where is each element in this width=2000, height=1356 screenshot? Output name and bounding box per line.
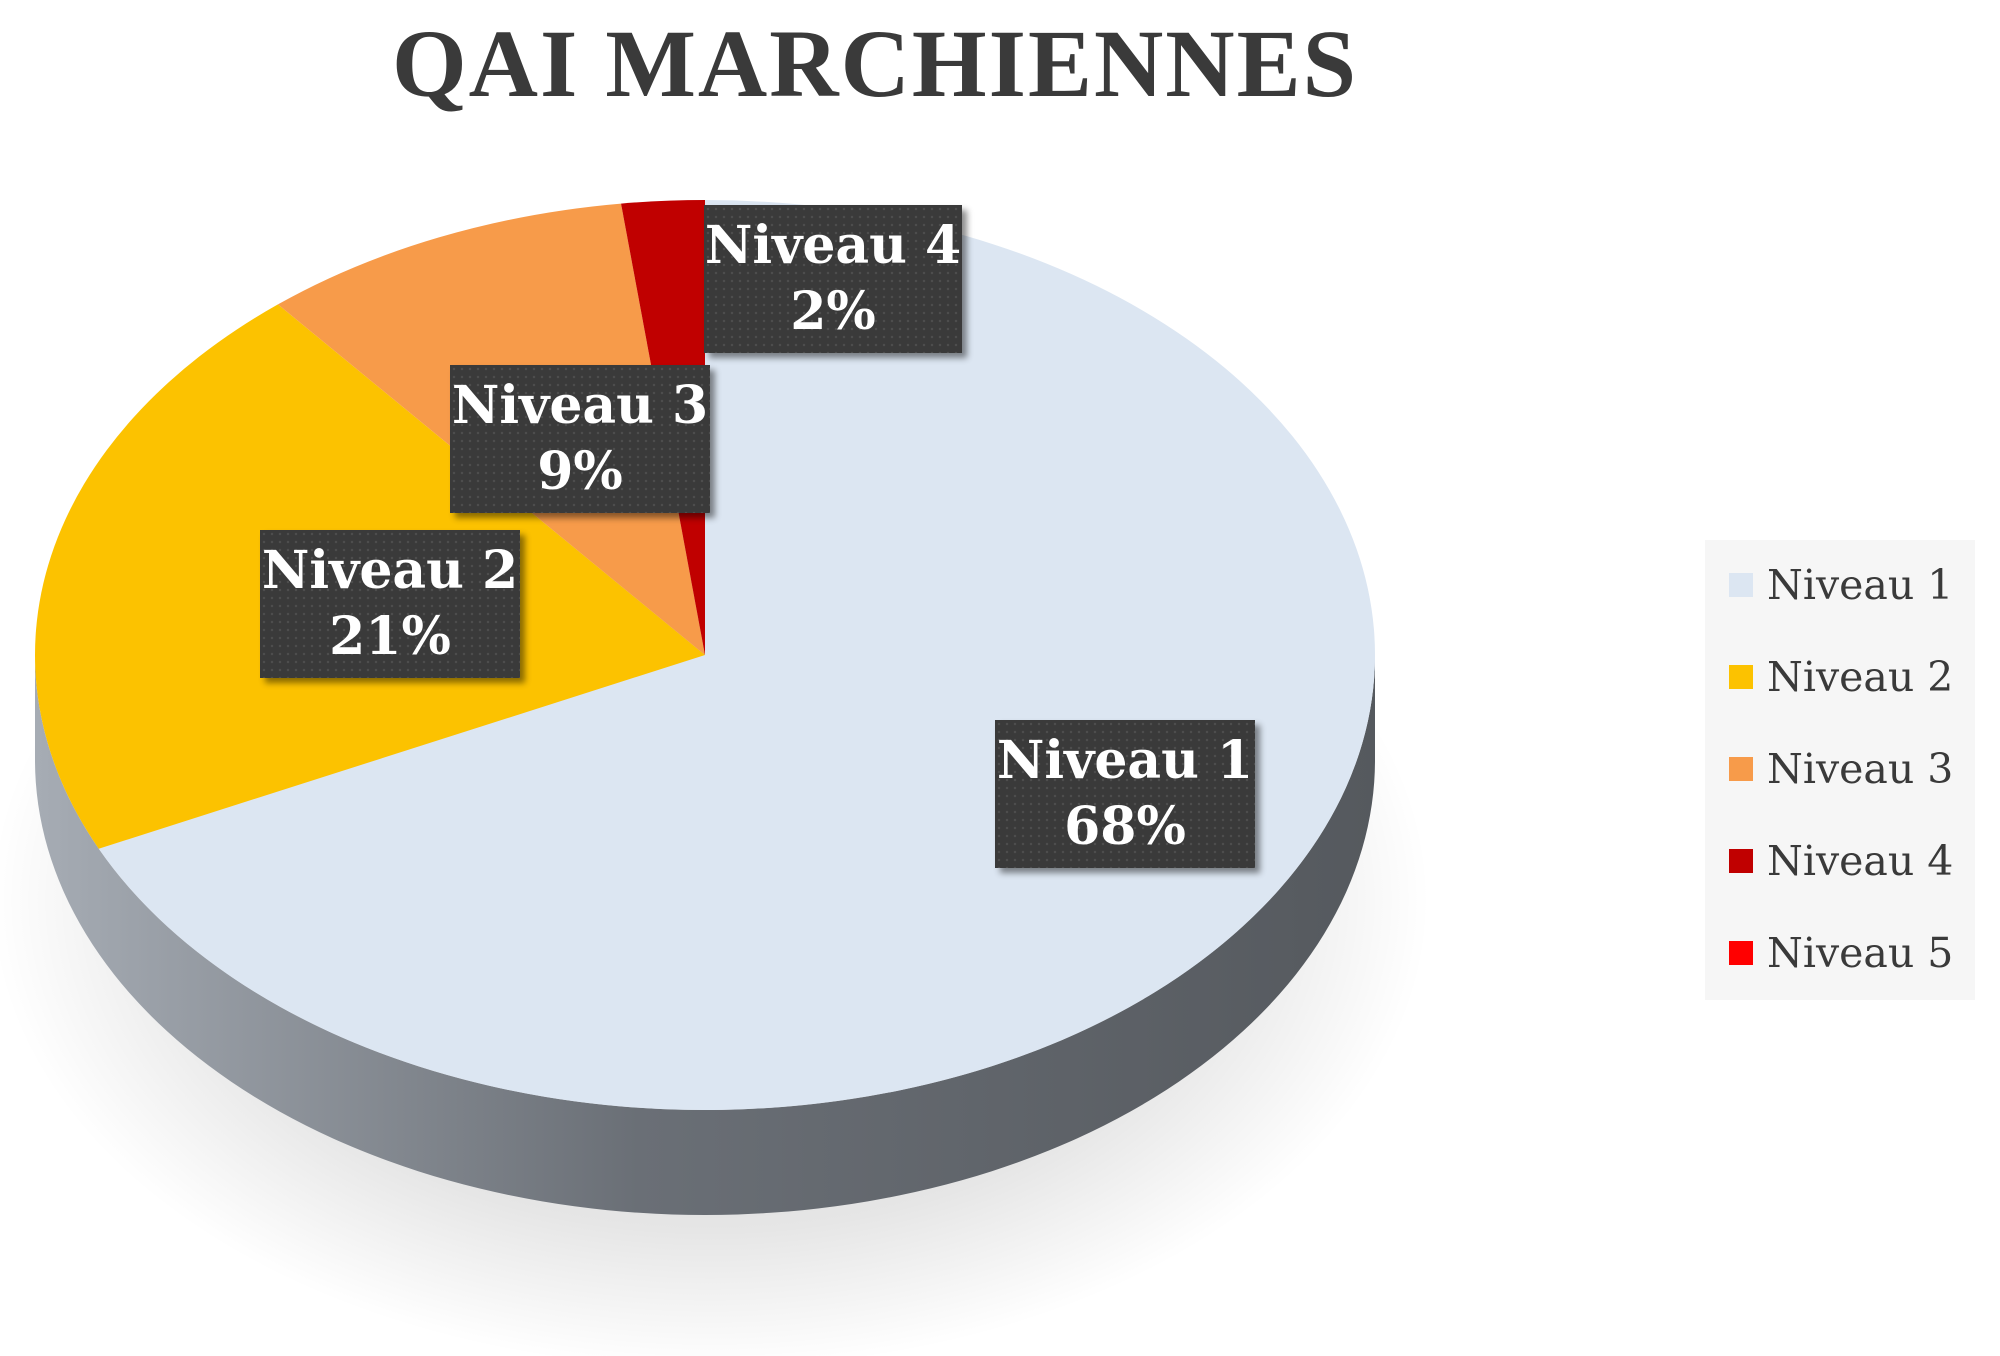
pie-slice-niveau-1 [98, 200, 1375, 1110]
legend-item-niveau-2: Niveau 2 [1729, 652, 1953, 702]
legend-item-niveau-1: Niveau 1 [1729, 560, 1953, 610]
data-label-value: 2% [790, 281, 876, 342]
legend: Niveau 1 Niveau 2 Niveau 3 Niveau 4 Niveau 5 [1705, 540, 1975, 1000]
legend-item-niveau-3: Niveau 3 [1729, 744, 1953, 794]
legend-item-niveau-5: Niveau 5 [1729, 928, 1953, 978]
data-label-value: 21% [329, 606, 451, 667]
legend-label: Niveau 3 [1767, 745, 1954, 793]
legend-label: Niveau 5 [1767, 929, 1954, 977]
data-label-name: Niveau 3 [451, 375, 709, 436]
data-label-niveau-2: Niveau 2 21% [260, 530, 520, 678]
legend-swatch [1729, 573, 1753, 597]
legend-swatch [1729, 849, 1753, 873]
data-label-name: Niveau 2 [261, 540, 519, 601]
legend-label: Niveau 1 [1767, 561, 1954, 609]
legend-item-niveau-4: Niveau 4 [1729, 836, 1953, 886]
data-label-name: Niveau 1 [996, 730, 1254, 791]
data-label-name: Niveau 4 [704, 215, 962, 276]
legend-swatch [1729, 941, 1753, 965]
data-label-value: 9% [537, 441, 623, 502]
legend-label: Niveau 2 [1767, 653, 1954, 701]
legend-swatch [1729, 757, 1753, 781]
data-label-niveau-1: Niveau 1 68% [995, 720, 1255, 868]
data-label-value: 68% [1064, 796, 1186, 857]
legend-label: Niveau 4 [1767, 837, 1954, 885]
pie-side [35, 655, 1375, 1215]
data-label-niveau-3: Niveau 3 9% [450, 365, 710, 513]
chart-title: QAI MARCHIENNES [391, 10, 1359, 117]
legend-swatch [1729, 665, 1753, 689]
data-label-niveau-4: Niveau 4 2% [704, 205, 962, 353]
